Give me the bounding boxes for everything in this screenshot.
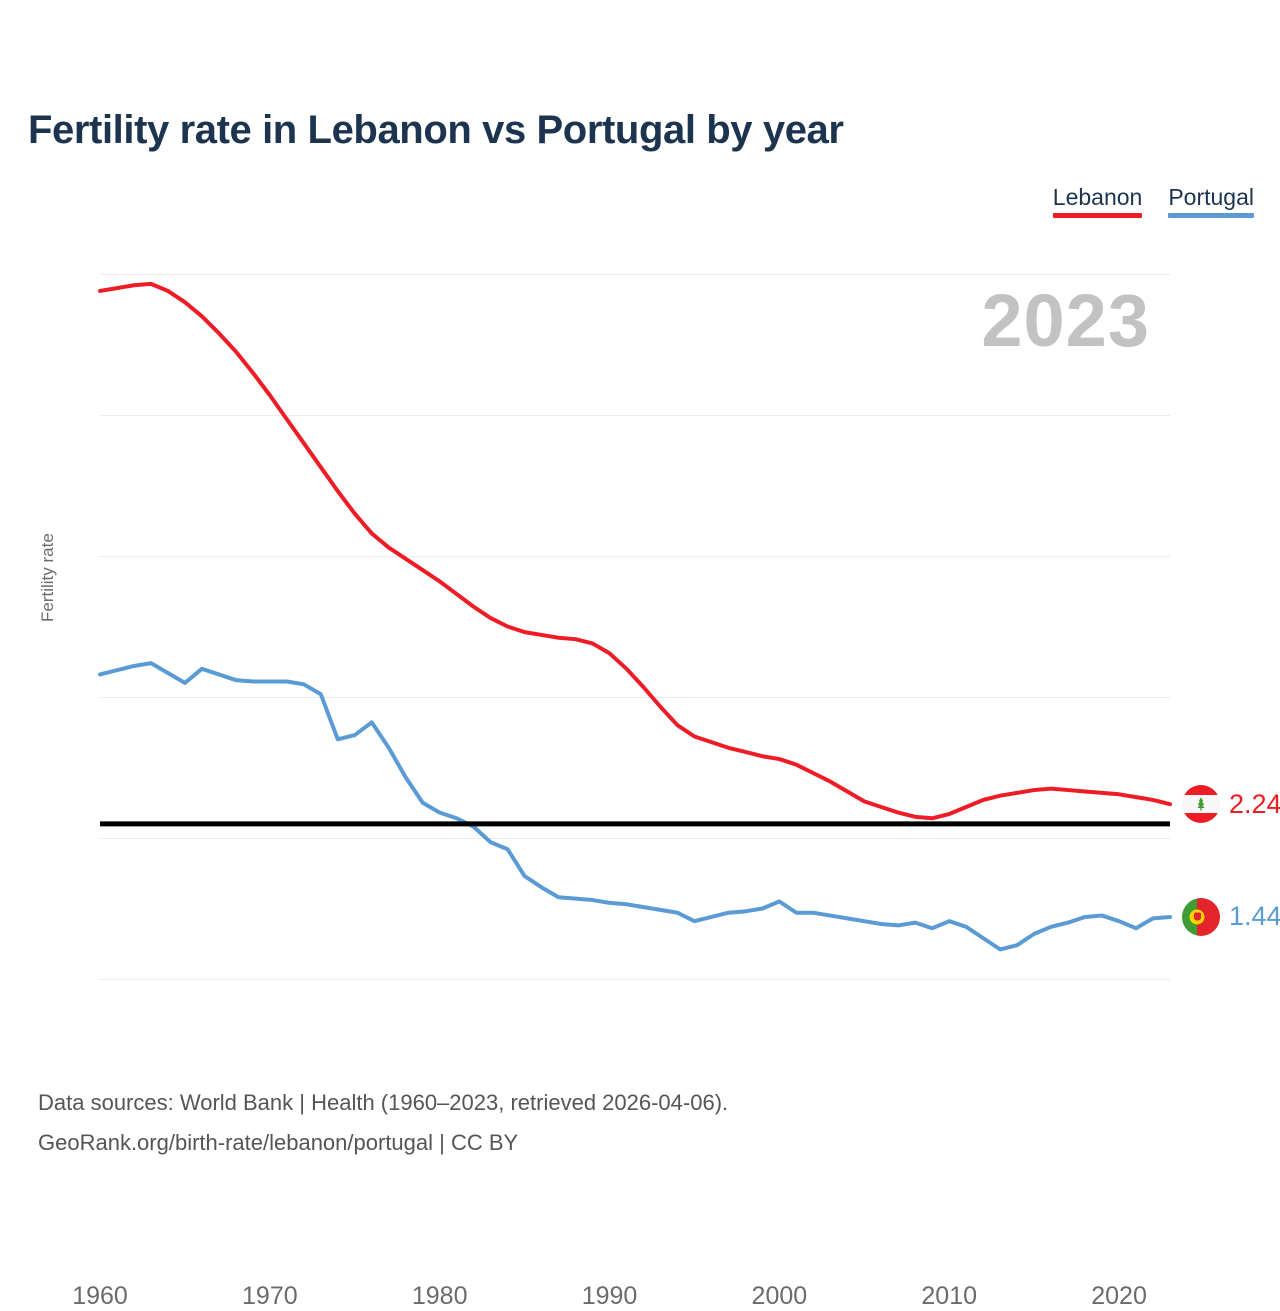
- year-watermark: 2023: [981, 279, 1150, 362]
- footer-credits: Data sources: World Bank | Health (1960–…: [38, 1083, 728, 1163]
- cedar-tree-icon: [1197, 797, 1205, 811]
- series-line-portugal: [98, 661, 1172, 952]
- x-tick-label: 1960: [72, 1282, 128, 1310]
- end-value-lebanon: 2.24: [1229, 788, 1280, 819]
- end-marker-portugal[interactable]: 1.44: [1182, 897, 1280, 936]
- gridline: [100, 274, 1170, 275]
- legend-item-portugal[interactable]: Portugal: [1168, 184, 1254, 218]
- fertility-rate-chart: Fertility rate in Lebanon vs Portugal by…: [28, 108, 1280, 1310]
- x-tick-label: 2010: [921, 1282, 978, 1310]
- end-value-portugal: 1.44: [1229, 901, 1280, 932]
- end-marker-lebanon[interactable]: 2.24: [1182, 785, 1280, 824]
- legend-item-lebanon[interactable]: Lebanon: [1052, 184, 1143, 218]
- gridline: [100, 415, 1170, 416]
- footer-line-url[interactable]: GeoRank.org/birth-rate/lebanon/portugal …: [38, 1130, 519, 1155]
- series-line-lebanon: [98, 281, 1172, 821]
- lebanon-flag-icon: [1182, 785, 1220, 824]
- gridline: [100, 697, 1170, 698]
- x-tick-label: 2020: [1091, 1282, 1147, 1310]
- series-lines: [98, 281, 1172, 952]
- portugal-flag-icon: [1182, 897, 1220, 936]
- x-tick-label: 1980: [411, 1282, 468, 1310]
- legend-label-lebanon: Lebanon: [1052, 184, 1143, 210]
- footer-line-sources: Data sources: World Bank | Health (1960–…: [38, 1090, 729, 1115]
- legend-color-swatch-portugal: [1168, 213, 1254, 218]
- y-axis-label: Fertility rate: [38, 533, 57, 622]
- x-tick-label: 2000: [751, 1282, 808, 1310]
- chart-legend: Lebanon Portugal: [1052, 184, 1254, 218]
- x-tick-label: 1990: [581, 1282, 638, 1310]
- page-title: Fertility rate in Lebanon vs Portugal by…: [28, 108, 844, 152]
- gridline: [100, 838, 1170, 839]
- legend-color-swatch-lebanon: [1052, 213, 1143, 218]
- armillary-sphere-icon: [1189, 909, 1205, 925]
- gridline: [100, 556, 1170, 557]
- legend-label-portugal: Portugal: [1168, 184, 1254, 210]
- x-tick-label: 1970: [242, 1282, 298, 1310]
- gridline: [100, 979, 1170, 980]
